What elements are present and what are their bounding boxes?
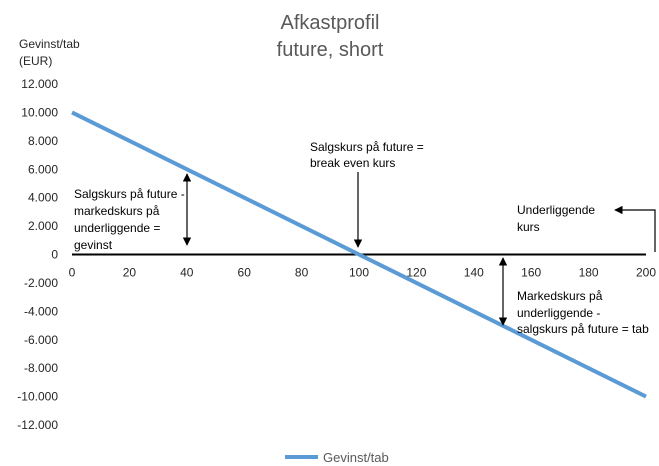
y-tick-label: -6.000 [24, 333, 58, 347]
x-tick-label: 200 [636, 266, 656, 280]
annotation-loss-line-1: Markedskurs på [517, 289, 603, 303]
y-axis-ticks: 12.000 10.000 8.000 6.000 4.000 2.000 0 -2.000 -… [17, 77, 58, 432]
y-tick-label: -8.000 [24, 361, 58, 375]
y-tick-label: 12.000 [21, 77, 58, 91]
x-tick-label: 120 [406, 266, 426, 280]
x-tick-label: 80 [295, 266, 309, 280]
annotation-underlying-line-2: kurs [517, 220, 540, 234]
x-tick-label: 100 [349, 266, 369, 280]
annotation-gain-line-4: gevinst [74, 238, 113, 252]
x-axis-ticks: 0 20 40 60 80 100 120 140 160 180 200 [69, 266, 657, 280]
y-axis-label-line-2: (EUR) [19, 54, 52, 68]
y-tick-label: 10.000 [21, 105, 58, 119]
x-tick-label: 40 [180, 266, 194, 280]
annotation-underlying-line-1: Underliggende [517, 203, 595, 217]
annotation-gain-line-3: underliggende = [74, 221, 160, 235]
y-tick-label: 0 [51, 248, 58, 262]
y-tick-label: 4.000 [28, 191, 58, 205]
y-tick-label: -12.000 [17, 418, 58, 432]
y-tick-label: -4.000 [24, 304, 58, 318]
chart-title-line-1: Afkastprofil [281, 12, 380, 34]
x-tick-label: 180 [579, 266, 599, 280]
y-tick-label: -10.000 [17, 390, 58, 404]
y-tick-label: 6.000 [28, 162, 58, 176]
y-tick-label: 8.000 [28, 134, 58, 148]
annotation-breakeven-line-2: break even kurs [310, 156, 395, 170]
x-tick-label: 60 [238, 266, 252, 280]
x-tick-label: 140 [464, 266, 484, 280]
annotation-gain-line-2: markedskurs på [74, 204, 160, 218]
annotation-loss-line-3: salgskurs på future = tab [517, 322, 649, 336]
legend-label: Gevinst/tab [323, 450, 389, 465]
annotation-loss-line-2: underliggende - [517, 306, 600, 320]
series-group [71, 110, 647, 399]
underlying-arrow [614, 205, 656, 252]
annotation-gain-line-1: Salgskurs på future - [74, 187, 185, 201]
x-tick-label: 20 [123, 266, 137, 280]
x-tick-label: 0 [69, 266, 76, 280]
chart-title-line-2: future, short [277, 39, 384, 61]
x-tick-label: 160 [521, 266, 541, 280]
y-tick-label: 2.000 [28, 219, 58, 233]
y-tick-label: -2.000 [24, 276, 58, 290]
y-axis-label-line-1: Gevinst/tab [19, 37, 80, 51]
annotation-breakeven-line-1: Salgskurs på future = [310, 140, 424, 154]
series-line-gevinst-tab [71, 110, 647, 399]
